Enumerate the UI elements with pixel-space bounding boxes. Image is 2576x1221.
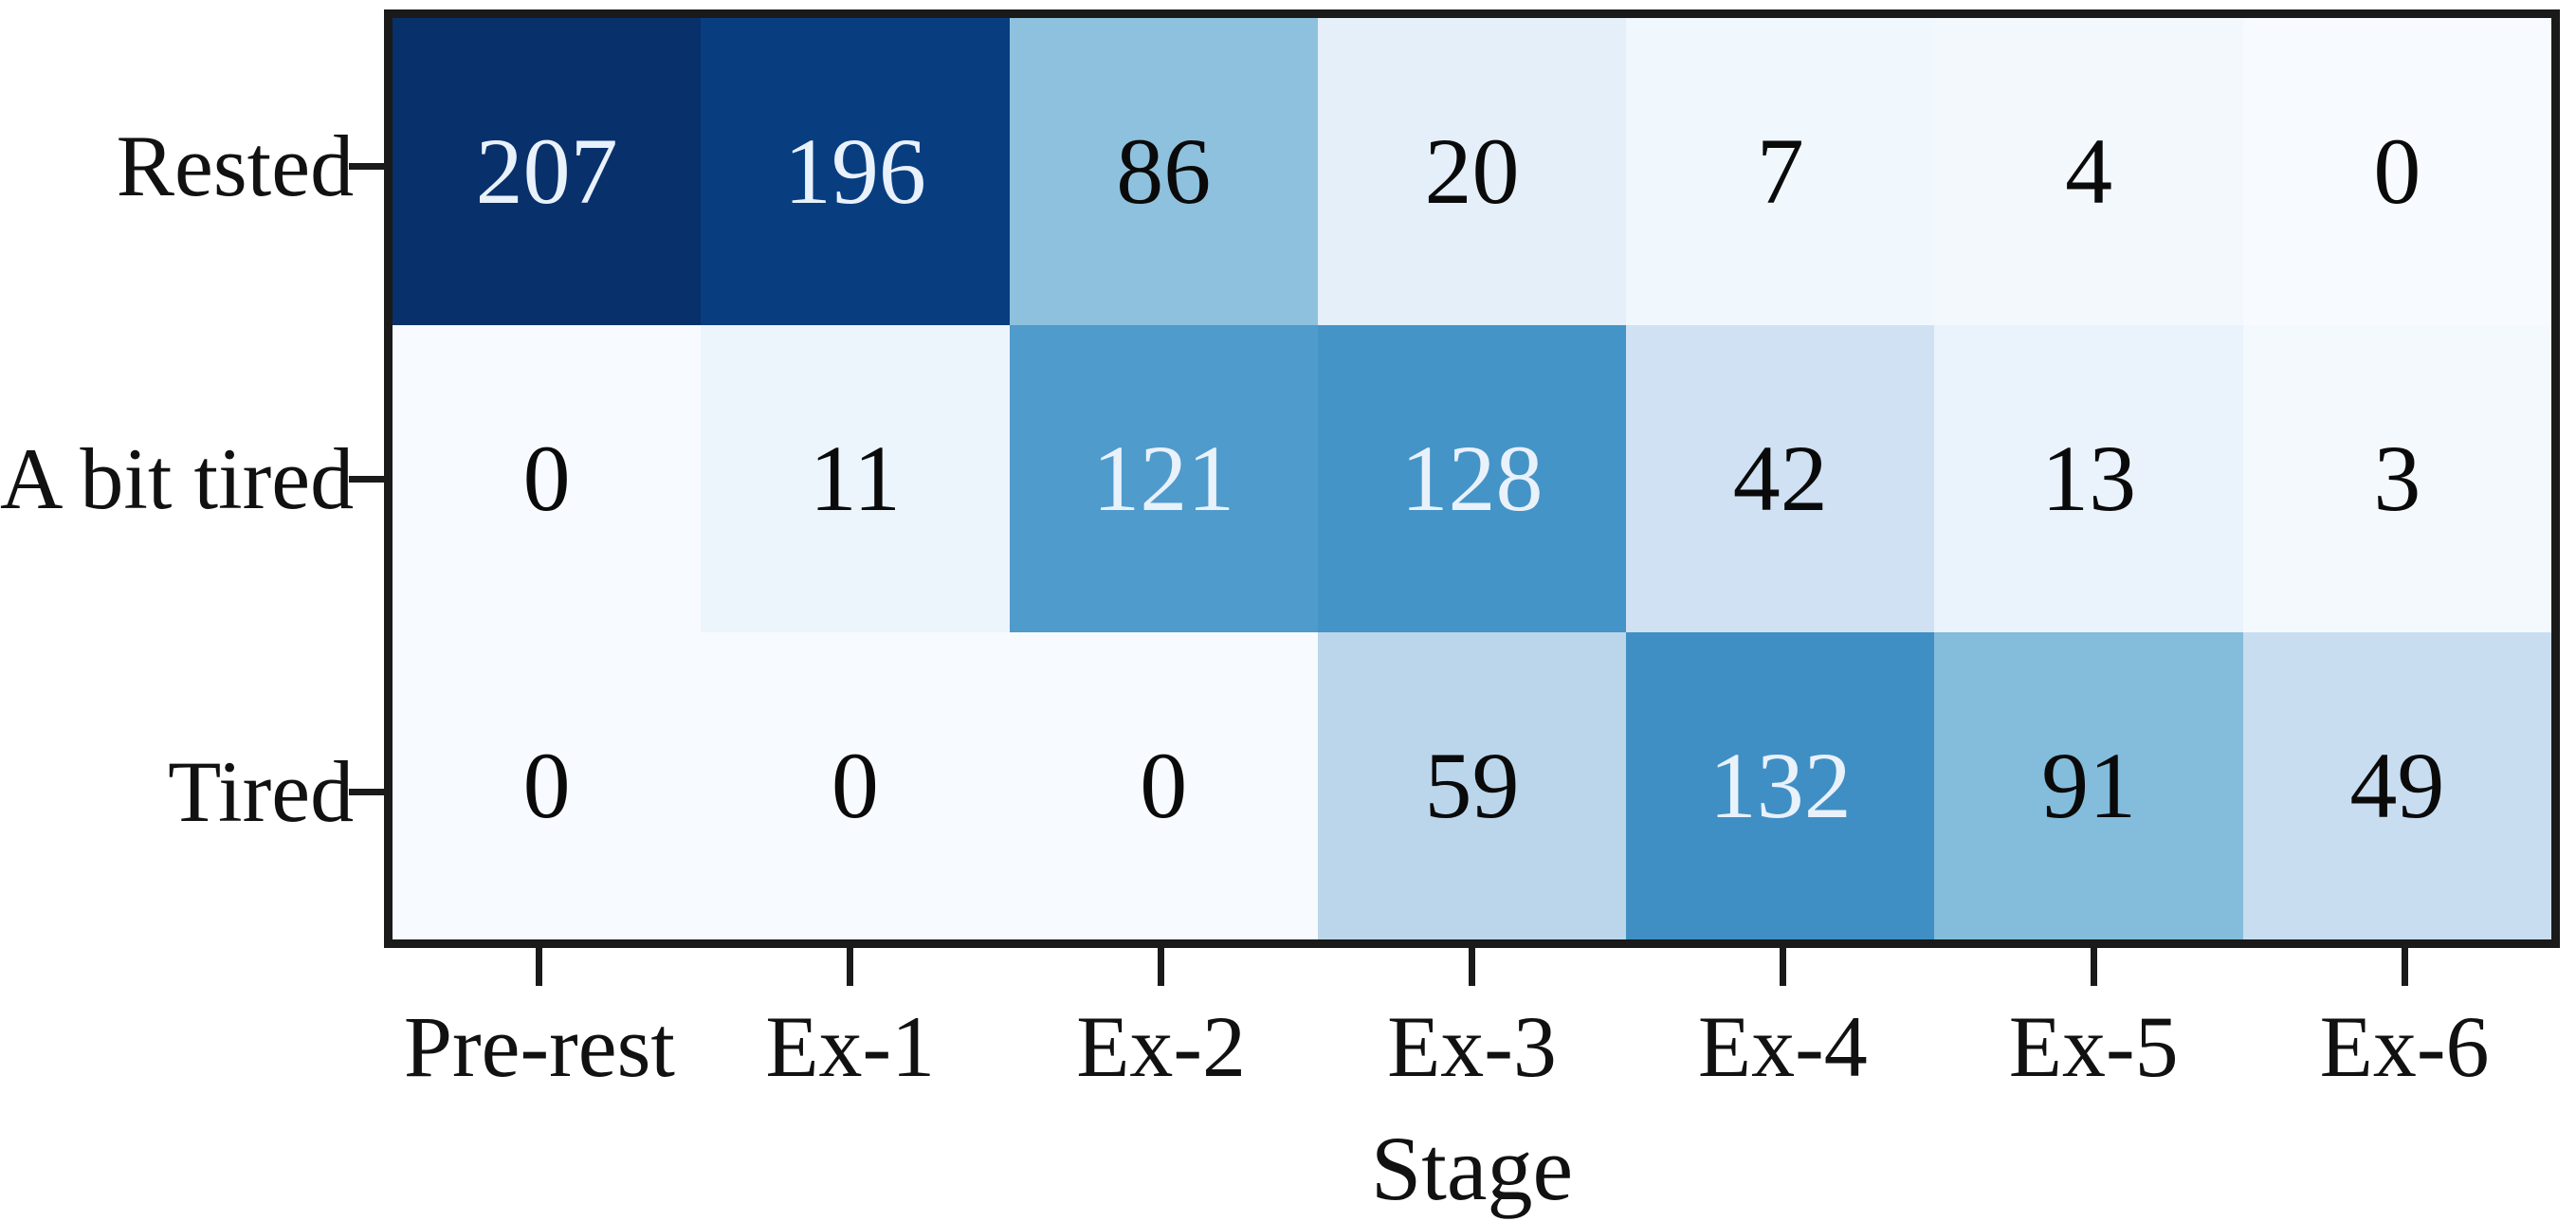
cell-value: 20 (1424, 118, 1520, 224)
y-tick-mark (349, 788, 384, 795)
x-tick-mark (2401, 948, 2408, 986)
y-tick-label: A bit tired (0, 430, 355, 527)
cell-value: 13 (2041, 426, 2137, 531)
cell-value: 3 (2373, 426, 2421, 531)
cell-value: 86 (1116, 118, 1212, 224)
x-tick-mark (2090, 948, 2097, 986)
x-axis-title: Stage (1370, 1118, 1574, 1219)
y-tick-label: Rested (116, 118, 355, 214)
cell-value: 91 (2041, 733, 2137, 838)
heatmap-cell: 196 (701, 18, 1010, 325)
cell-value: 0 (1140, 733, 1188, 838)
x-tick-mark (1158, 948, 1165, 986)
x-axis-labels: Pre-rest Ex-1 Ex-2 Ex-3 Ex-4 Ex-5 Ex-6 (384, 1001, 2560, 1105)
cell-value: 132 (1708, 733, 1852, 838)
cell-value: 0 (831, 733, 879, 838)
x-tick-slot (1317, 948, 1628, 986)
y-axis-ticks (349, 9, 384, 948)
cell-value: 11 (809, 426, 902, 531)
y-tick-label: Tired (168, 743, 355, 840)
cell-value: 7 (1756, 118, 1804, 224)
y-tick-mark (349, 475, 384, 483)
heatmap-cell: 3 (2242, 325, 2551, 632)
heatmap-cell: 0 (2242, 18, 2551, 325)
cell-value: 121 (1092, 426, 1235, 531)
heatmap-cell: 132 (1626, 632, 1935, 939)
heatmap-cell: 42 (1626, 325, 1935, 632)
x-tick-slot (384, 948, 695, 986)
x-axis-ticks (384, 948, 2560, 986)
heatmap-cell: 0 (1009, 632, 1318, 939)
cell-value: 0 (522, 733, 571, 838)
cell-value: 59 (1424, 733, 1520, 838)
cell-value: 128 (1400, 426, 1544, 531)
cell-value: 49 (2349, 733, 2445, 838)
heatmap-cell: 0 (393, 325, 702, 632)
heatmap-cell: 0 (393, 632, 702, 939)
heatmap-cell: 20 (1317, 18, 1627, 325)
cell-value: 4 (2065, 118, 2113, 224)
y-tick-slot (349, 635, 384, 948)
heatmap-cell: 59 (1317, 632, 1627, 939)
x-tick-slot (1938, 948, 2249, 986)
x-tick-label: Pre-rest (403, 998, 675, 1095)
heatmap-cell: 7 (1626, 18, 1935, 325)
y-axis-labels: Rested A bit tired Tired (0, 9, 354, 948)
heatmap-cell: 207 (393, 18, 702, 325)
heatmap-cell: 49 (2242, 632, 2551, 939)
cell-value: 42 (1732, 426, 1828, 531)
x-tick-label: Ex-2 (1076, 998, 1247, 1095)
x-tick-mark (1468, 948, 1475, 986)
y-tick-slot (349, 322, 384, 635)
x-tick-mark (1779, 948, 1786, 986)
x-tick-label: Ex-5 (2008, 998, 2179, 1095)
cell-value: 0 (2373, 118, 2421, 224)
x-tick-label: Ex-4 (1697, 998, 1868, 1095)
y-tick-slot (349, 9, 384, 322)
x-tick-slot (2249, 948, 2560, 986)
heatmap-grid: 207 196 86 20 7 4 0 0 11 121 128 42 13 3 0 0 0 59 132 91 49 (384, 9, 2560, 948)
heatmap-cell: 128 (1317, 325, 1627, 632)
cell-value: 196 (783, 118, 926, 224)
heatmap-cell: 11 (701, 325, 1010, 632)
cell-value: 0 (522, 426, 571, 531)
x-tick-label: Ex-6 (2319, 998, 2490, 1095)
heatmap-cell: 4 (1934, 18, 2243, 325)
y-tick-mark (349, 162, 384, 170)
heatmap-cell: 86 (1009, 18, 1318, 325)
heatmap-cell: 0 (701, 632, 1010, 939)
x-tick-label: Ex-1 (765, 998, 936, 1095)
cell-value: 207 (475, 118, 618, 224)
x-tick-slot (1627, 948, 1938, 986)
x-tick-slot (695, 948, 1006, 986)
heatmap-cell: 13 (1934, 325, 2243, 632)
x-tick-mark (847, 948, 854, 986)
heatmap-cell: 121 (1009, 325, 1318, 632)
x-tick-label: Ex-3 (1387, 998, 1557, 1095)
x-tick-mark (536, 948, 543, 986)
x-tick-slot (1006, 948, 1317, 986)
heatmap-cell: 91 (1934, 632, 2243, 939)
